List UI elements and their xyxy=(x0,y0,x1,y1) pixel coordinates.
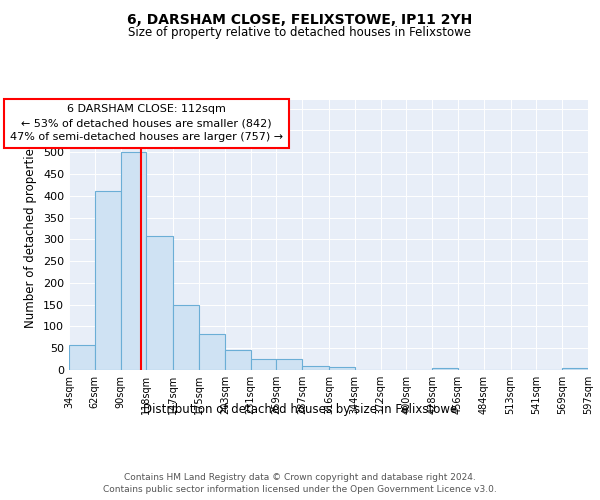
Bar xyxy=(251,359,277,370)
Bar xyxy=(225,350,251,370)
Bar xyxy=(173,304,199,370)
Text: 6, DARSHAM CLOSE, FELIXSTOWE, IP11 2YH: 6, DARSHAM CLOSE, FELIXSTOWE, IP11 2YH xyxy=(127,12,473,26)
Bar xyxy=(199,334,225,370)
Text: Distribution of detached houses by size in Felixstowe: Distribution of detached houses by size … xyxy=(143,402,457,415)
Text: Size of property relative to detached houses in Felixstowe: Size of property relative to detached ho… xyxy=(128,26,472,39)
Bar xyxy=(277,359,302,370)
Text: 6 DARSHAM CLOSE: 112sqm
← 53% of detached houses are smaller (842)
47% of semi-d: 6 DARSHAM CLOSE: 112sqm ← 53% of detache… xyxy=(10,104,283,142)
Bar xyxy=(146,236,173,370)
Bar xyxy=(329,366,355,370)
Bar xyxy=(562,368,588,370)
Text: Contains public sector information licensed under the Open Government Licence v3: Contains public sector information licen… xyxy=(103,485,497,494)
Bar xyxy=(432,368,458,370)
Bar xyxy=(69,345,95,370)
Bar xyxy=(302,366,329,370)
Text: Contains HM Land Registry data © Crown copyright and database right 2024.: Contains HM Land Registry data © Crown c… xyxy=(124,472,476,482)
Bar xyxy=(95,192,121,370)
Bar xyxy=(121,152,146,370)
Y-axis label: Number of detached properties: Number of detached properties xyxy=(25,142,37,328)
